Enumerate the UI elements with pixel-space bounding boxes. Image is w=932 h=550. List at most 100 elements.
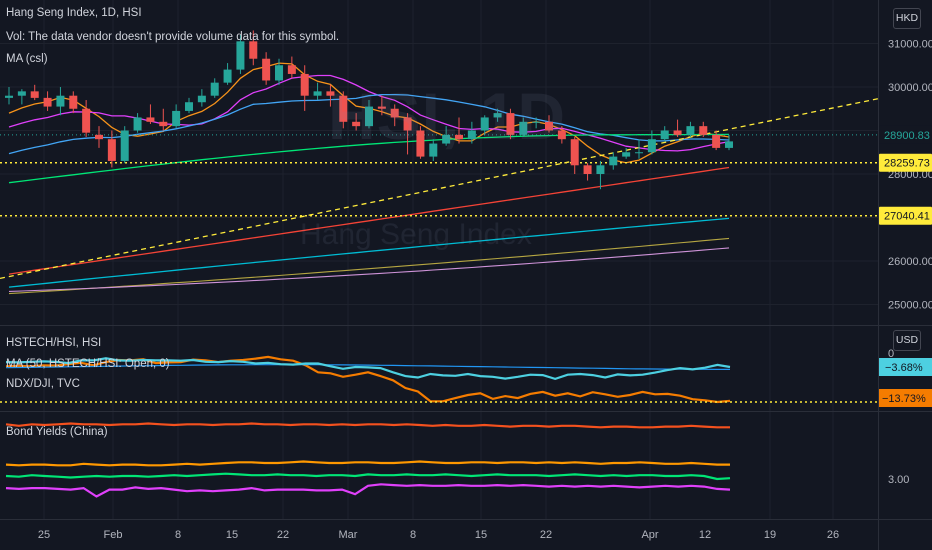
candle-body xyxy=(429,143,438,157)
candle xyxy=(30,84,39,101)
candle xyxy=(236,34,245,74)
time-tick-label: 8 xyxy=(410,529,416,541)
candle-body xyxy=(56,95,65,107)
candle-body xyxy=(557,130,566,140)
candle xyxy=(609,152,618,170)
candle xyxy=(249,30,258,66)
candle xyxy=(557,126,566,144)
time-tick-label: 15 xyxy=(475,529,487,541)
time-tick-label: 15 xyxy=(226,529,238,541)
candle-body xyxy=(480,117,489,131)
candle xyxy=(197,89,206,107)
candle-body xyxy=(172,110,181,127)
candle xyxy=(287,56,296,79)
panel3-series-3 xyxy=(5,483,731,498)
ma-line-olive xyxy=(8,237,730,295)
candle-body xyxy=(635,152,643,154)
candle xyxy=(442,126,451,146)
candle xyxy=(146,104,155,124)
ma-line-lavender xyxy=(8,247,730,292)
ma-legend[interactable]: MA (csl) xyxy=(6,53,48,65)
candle-body xyxy=(133,117,142,131)
legend-bond-yields[interactable]: Bond Yields (China) xyxy=(6,426,108,438)
candle xyxy=(339,91,348,129)
ma-line-250 xyxy=(8,166,730,275)
panel2-series-1 xyxy=(5,364,730,370)
candle-body xyxy=(185,102,193,111)
currency-badge-hkd[interactable]: HKD xyxy=(893,8,921,29)
candle-body xyxy=(326,91,335,96)
chart-title[interactable]: Hang Seng Index, 1D, HSI xyxy=(6,7,142,19)
candle-body xyxy=(712,134,721,148)
legend-ndx-dji[interactable]: NDX/DJI, TVC xyxy=(6,378,80,390)
price-tick-label: 25000.00 xyxy=(888,300,932,312)
candle-body xyxy=(17,91,26,96)
candle-body xyxy=(30,91,39,98)
candle-body xyxy=(596,165,605,174)
candle xyxy=(56,87,65,116)
candle-body xyxy=(262,58,271,81)
time-tick-label: 22 xyxy=(540,529,552,541)
ma-line-120 xyxy=(8,217,730,288)
candle xyxy=(712,130,721,151)
price-tick-label: 30000.00 xyxy=(888,82,932,94)
candle-body xyxy=(622,152,631,157)
candle-body xyxy=(416,130,425,157)
panel2-label-ndx: −13.73% xyxy=(882,393,926,405)
candle-body xyxy=(223,69,232,83)
time-tick-label: Apr xyxy=(641,529,658,541)
watermark-name: Hang Seng Index xyxy=(300,218,532,251)
time-tick-label: 22 xyxy=(277,529,289,541)
candle-body xyxy=(43,97,52,107)
candle-body xyxy=(300,73,309,96)
time-tick-label: 25 xyxy=(38,529,50,541)
candle xyxy=(660,126,669,142)
candle xyxy=(403,113,412,155)
candle xyxy=(532,117,541,129)
volume-notice: Vol: The data vendor doesn't provide vol… xyxy=(6,31,340,43)
candle xyxy=(82,100,91,138)
price-tick-label: 28000.00 xyxy=(888,169,932,181)
candle xyxy=(699,121,708,138)
panel2-label-hstech-bg xyxy=(879,358,932,376)
legend-ma-50[interactable]: MA (50, HSTECH/HSI: Open, 0) xyxy=(6,358,170,370)
candle-body xyxy=(532,121,541,123)
candle xyxy=(635,139,643,159)
candle xyxy=(185,97,193,114)
candle xyxy=(480,115,489,135)
candle-body xyxy=(275,65,283,81)
price-tick-label: 31000.00 xyxy=(888,39,932,51)
panel3-series-0 xyxy=(5,422,730,429)
candle-body xyxy=(69,95,78,109)
candle xyxy=(570,137,579,174)
candle-body xyxy=(519,121,528,135)
time-tick-label: 26 xyxy=(827,529,839,541)
candle xyxy=(69,91,78,114)
candle-body xyxy=(493,113,502,118)
panel2-label-hstech: −3.68% xyxy=(885,362,923,374)
candle xyxy=(5,87,13,105)
candle-body xyxy=(82,108,91,133)
candle-body xyxy=(699,126,708,135)
candle xyxy=(133,113,142,133)
candle xyxy=(120,126,129,164)
currency-badge-usd[interactable]: USD xyxy=(893,330,921,351)
candle-body xyxy=(146,117,155,122)
candle xyxy=(673,119,682,138)
time-tick-label: 12 xyxy=(699,529,711,541)
candle-body xyxy=(365,106,373,127)
candle-body xyxy=(570,139,579,166)
candle-body xyxy=(506,113,515,135)
candle-body xyxy=(159,121,168,127)
candle xyxy=(262,52,271,85)
candle-body xyxy=(660,130,669,140)
candle-body xyxy=(725,141,733,148)
candle xyxy=(725,134,733,151)
level-label-28259-bg xyxy=(879,153,932,172)
panel3-series-1 xyxy=(5,460,730,467)
level-label-27040: 27040.41 xyxy=(884,211,930,223)
legend-hstech-hsi[interactable]: HSTECH/HSI, HSI xyxy=(6,337,102,349)
candle-body xyxy=(583,165,592,174)
candle-body xyxy=(287,65,296,74)
